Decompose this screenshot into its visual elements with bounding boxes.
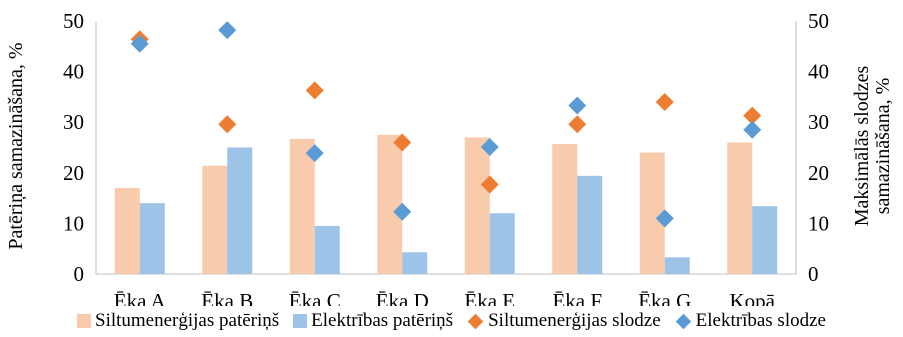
scatter-point [655, 92, 674, 111]
x-tick-label: Ēka E [464, 289, 515, 306]
bar [489, 213, 515, 274]
scatter-point [743, 120, 762, 139]
legend-item-heat-load: Siltumenerģijas slodze [467, 310, 661, 332]
bar [289, 138, 315, 274]
bar [727, 142, 753, 274]
legend-item-heat-consumption: Siltumenerģijas patēriņš [77, 310, 279, 332]
bar [202, 165, 228, 274]
scatter-point [743, 106, 762, 125]
y2-axis-label-line-2: samazināšana, % [872, 78, 894, 215]
y-tick-label: 20 [63, 161, 84, 185]
bar [314, 225, 340, 274]
bar [464, 137, 490, 274]
legend-swatch-electricity-load [675, 313, 691, 329]
x-tick-label: Ēka A [114, 289, 167, 306]
x-tick-label: Ēka D [376, 289, 429, 306]
y-axis-label: Patēriņa samazināšana, % [5, 42, 27, 249]
y2-tick-label: 20 [808, 161, 829, 185]
bar [402, 252, 428, 274]
bar [227, 147, 253, 274]
x-tick-label: Ēka B [201, 289, 253, 306]
bar [639, 152, 665, 274]
y2-tick-label: 30 [808, 110, 829, 134]
x-tick-label: Ēka F [552, 289, 602, 306]
x-tick-label: Ēka C [289, 289, 341, 306]
bar [377, 134, 403, 274]
bar [664, 257, 690, 274]
x-tick-label: Ēka G [638, 289, 691, 306]
scatter-point [393, 202, 412, 221]
legend-label-electricity-load: Elektrības slodze [695, 310, 826, 331]
legend-label-heat-load: Siltumenerģijas slodze [488, 310, 661, 331]
bar [552, 143, 578, 274]
y2-tick-label: 0 [808, 262, 819, 286]
y-tick-label: 30 [63, 110, 84, 134]
legend-swatch-heat-load [467, 313, 484, 329]
scatter-point [480, 175, 499, 194]
legend: Siltumenerģijas patēriņš Elektrības patē… [0, 308, 903, 334]
scatter-point [480, 137, 499, 156]
bar [752, 206, 778, 274]
plot-area: 0 0 10 10 20 20 30 30 40 40 50 50 Ēka A Ēka B Ēka C Ēka… [63, 9, 829, 306]
y2-tick-label: 40 [808, 60, 829, 84]
scatter-point [305, 81, 324, 100]
y2-tick-label: 10 [808, 211, 829, 235]
legend-swatch-electricity-consumption [293, 314, 308, 328]
bar [139, 203, 165, 274]
scatter-point [130, 34, 149, 53]
scatter-point [218, 115, 237, 134]
scatter-point [218, 21, 237, 40]
scatter-point [568, 96, 587, 115]
bar [577, 175, 603, 274]
y-tick-label: 40 [63, 60, 84, 84]
legend-item-electricity-load: Elektrības slodze [675, 310, 826, 332]
y-tick-label: 0 [74, 262, 85, 286]
legend-label-electricity-consumption: Elektrības patēriņš [311, 310, 454, 331]
y2-tick-label: 50 [808, 9, 829, 33]
legend-swatch-heat-consumption [77, 314, 91, 328]
legend-item-electricity-consumption: Elektrības patēriņš [293, 310, 453, 332]
chart: Patēriņa samazināšana, % Maksimālās slod… [5, 9, 894, 306]
scatter-point [393, 133, 412, 152]
scatter-point [655, 209, 674, 228]
y-tick-label: 50 [63, 9, 84, 33]
y2-axis-label-line-1: Maksimālās slodzes [851, 66, 873, 227]
y-tick-label: 10 [63, 211, 84, 235]
legend-label-heat-consumption: Siltumenerģijas patēriņš [95, 310, 280, 331]
bar [114, 187, 140, 274]
x-tick-label: Kopā [730, 289, 776, 306]
scatter-point [305, 144, 324, 163]
scatter-point [568, 115, 587, 134]
